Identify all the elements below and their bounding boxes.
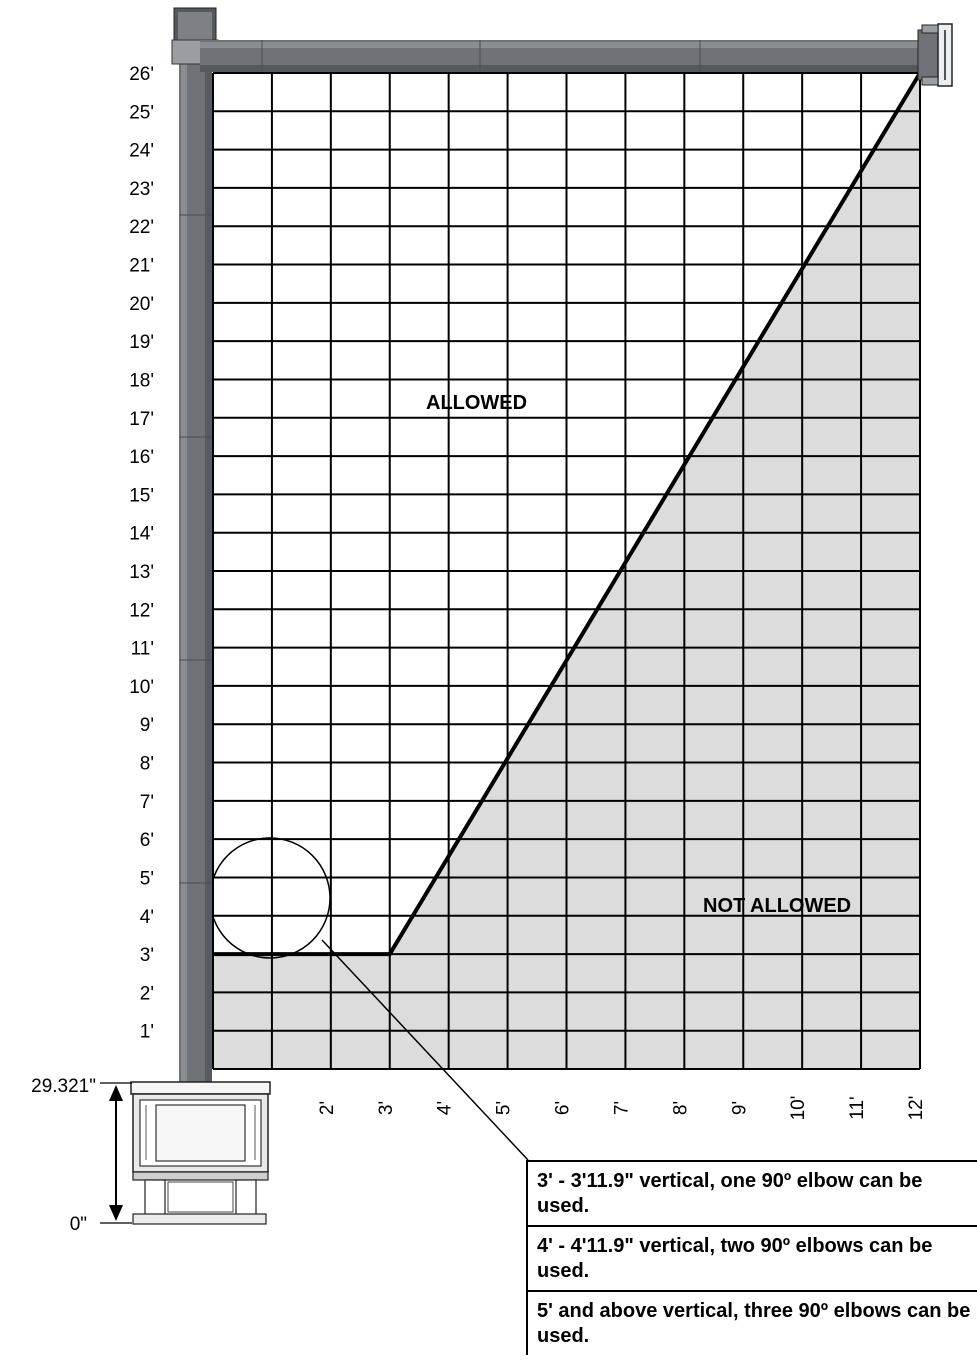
y-tick-label: 7' [140, 792, 154, 813]
y-tick-label: 2' [140, 983, 154, 1004]
note-one-elbow: 3' - 3'11.9" vertical, one 90º elbow can… [528, 1162, 977, 1227]
elbow-zone-circle [209, 837, 331, 959]
notes-table: 3' - 3'11.9" vertical, one 90º elbow can… [526, 1160, 977, 1355]
height-dimension [100, 1082, 132, 1224]
termination-cap-icon [917, 23, 953, 87]
x-tick-label: 4' [435, 1101, 456, 1115]
x-tick-label: 3' [376, 1101, 397, 1115]
y-tick-label: 4' [140, 907, 154, 928]
vertical-pipe [179, 40, 212, 1084]
x-tick-label: 11' [847, 1096, 868, 1119]
horizontal-pipe [200, 40, 925, 72]
y-tick-label: 21' [129, 256, 154, 277]
y-tick-label: 25' [129, 102, 154, 123]
stove-top-height-label: 29.321" [31, 1076, 96, 1097]
y-tick-label: 10' [129, 677, 154, 698]
y-tick-label: 22' [129, 217, 154, 238]
allowed-label: ALLOWED [426, 392, 527, 414]
x-tick-label: 6' [553, 1101, 574, 1115]
stove-icon [130, 1081, 271, 1225]
y-tick-label: 6' [140, 830, 154, 851]
y-tick-label: 14' [129, 524, 154, 545]
boundary-line [213, 71, 922, 957]
y-tick-label: 19' [129, 332, 154, 353]
y-tick-label: 8' [140, 754, 154, 775]
x-tick-label: 2' [317, 1101, 338, 1115]
x-tick-label: 7' [611, 1101, 632, 1115]
grid-lines [212, 72, 921, 1070]
stove-bottom-height-label: 0" [70, 1214, 87, 1235]
y-tick-label: 23' [129, 179, 154, 200]
y-tick-label: 26' [129, 64, 154, 85]
x-tick-label: 8' [670, 1101, 691, 1115]
y-tick-label: 24' [129, 141, 154, 162]
y-tick-label: 9' [140, 715, 154, 736]
y-tick-label: 3' [140, 945, 154, 966]
x-tick-label: 9' [729, 1101, 750, 1115]
y-tick-label: 20' [129, 294, 154, 315]
leader-line [321, 939, 529, 1161]
y-tick-label: 1' [140, 1022, 154, 1043]
y-tick-label: 15' [129, 485, 154, 506]
y-tick-label: 17' [129, 409, 154, 430]
y-tick-label: 11' [131, 639, 154, 660]
not-allowed-label: NOT ALLOWED [703, 895, 851, 917]
x-tick-label: 12' [906, 1096, 927, 1121]
y-tick-label: 13' [129, 562, 154, 583]
y-tick-label: 16' [129, 447, 154, 468]
x-tick-label: 5' [494, 1101, 515, 1115]
note-two-elbows: 4' - 4'11.9" vertical, two 90º elbows ca… [528, 1227, 977, 1292]
y-tick-label: 12' [129, 600, 154, 621]
y-tick-label: 18' [129, 370, 154, 391]
x-tick-label: 10' [788, 1096, 809, 1121]
y-tick-label: 5' [140, 868, 154, 889]
note-three-elbows: 5' and above vertical, three 90º elbows … [537, 1300, 971, 1347]
